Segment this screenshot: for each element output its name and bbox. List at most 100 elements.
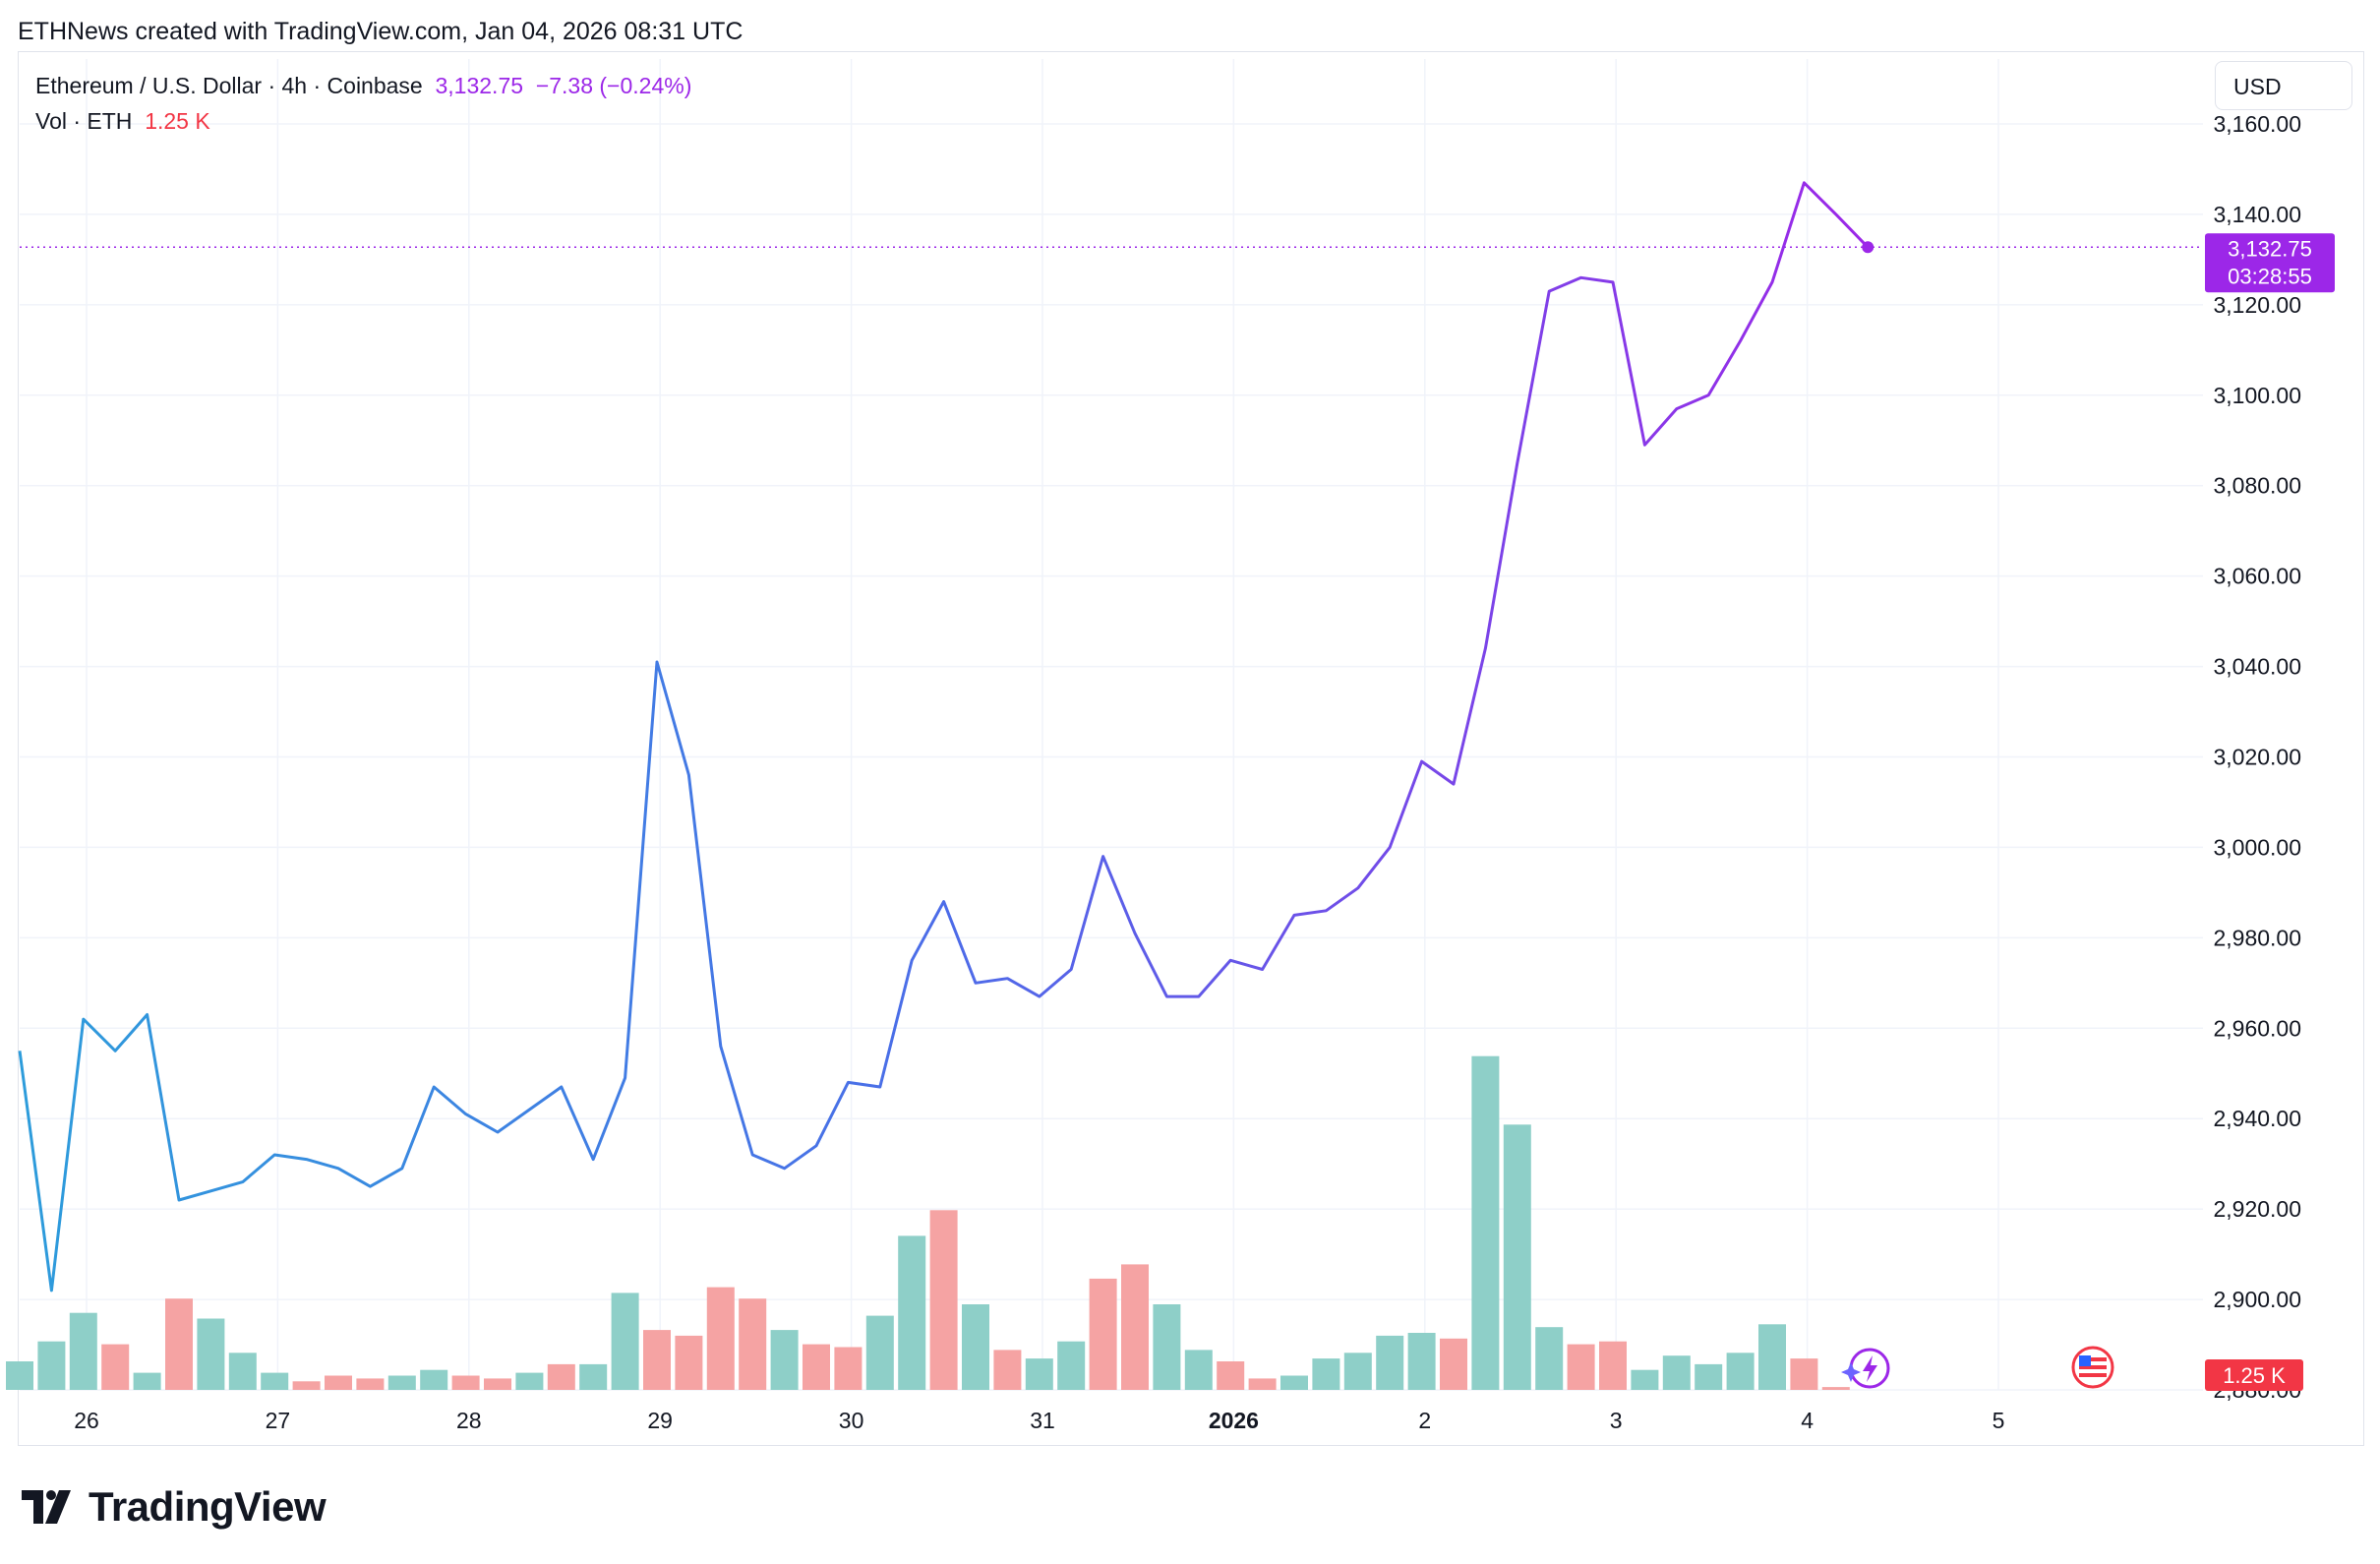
volume-bar: [834, 1347, 863, 1390]
time-axis: 26 27 28 29 30 31 2026 2 3 4 5: [74, 1408, 2004, 1433]
x-tick-label: 2026: [1209, 1408, 1259, 1433]
volume-bar: [197, 1318, 225, 1390]
x-tick-label: 31: [1030, 1408, 1055, 1433]
volume-bar: [451, 1375, 480, 1390]
x-tick-label: 26: [74, 1408, 99, 1433]
volume-bar: [803, 1344, 830, 1390]
volume-bar: [1821, 1387, 1850, 1390]
chart-frame: [18, 51, 2364, 1446]
y-tick-label: 3,140.00: [2213, 202, 2301, 227]
y-tick-label: 2,940.00: [2213, 1106, 2301, 1131]
volume-bars: [6, 1055, 1850, 1390]
volume-bar: [484, 1378, 511, 1390]
x-tick-label: 5: [1993, 1408, 2005, 1433]
volume-bar: [1567, 1344, 1595, 1390]
volume-bar: [865, 1315, 894, 1390]
volume-bar: [228, 1353, 257, 1390]
volume-bar: [133, 1372, 161, 1390]
volume-bar: [1153, 1304, 1181, 1390]
x-tick-label: 30: [839, 1408, 864, 1433]
volume-bar: [1376, 1335, 1404, 1390]
volume-bar: [1312, 1358, 1340, 1390]
volume-bar: [1089, 1278, 1117, 1390]
volume-bar: [1662, 1355, 1691, 1390]
volume-legend-label[interactable]: Vol · ETH: [35, 108, 133, 134]
x-tick-label: 29: [647, 1408, 673, 1433]
symbol-legend: Ethereum / U.S. Dollar · 4h · Coinbase 3…: [35, 73, 691, 99]
last-price: 3,132.75: [435, 73, 524, 98]
volume-bar: [1280, 1375, 1308, 1390]
volume-legend-value: 1.25 K: [145, 108, 210, 134]
x-tick-label: 27: [266, 1408, 291, 1433]
volume-bar: [515, 1372, 544, 1390]
volume-bar: [1248, 1378, 1277, 1390]
price-axis: 3,160.00 3,140.00 3,120.00 3,100.00 3,080.00…: [2213, 111, 2301, 1403]
volume-bar: [579, 1363, 608, 1390]
volume-bar: [643, 1330, 671, 1390]
x-tick-label: 4: [1801, 1408, 1814, 1433]
x-tick-label: 3: [1610, 1408, 1623, 1433]
volume-bar: [1471, 1055, 1500, 1390]
volume-bar: [1440, 1338, 1467, 1390]
y-tick-label: 3,160.00: [2213, 111, 2301, 137]
volume-bar: [37, 1341, 66, 1390]
y-tick-label: 3,000.00: [2213, 834, 2301, 860]
y-tick-label: 3,040.00: [2213, 654, 2301, 680]
y-tick-label: 3,060.00: [2213, 564, 2301, 589]
volume-bar: [739, 1298, 767, 1390]
volume-bar: [1057, 1341, 1086, 1390]
symbol-description[interactable]: Ethereum / U.S. Dollar · 4h · Coinbase: [35, 73, 423, 98]
y-tick-label: 3,100.00: [2213, 383, 2301, 408]
volume-bar: [1503, 1124, 1531, 1390]
volume-bar: [69, 1312, 97, 1390]
y-tick-label: 2,920.00: [2213, 1196, 2301, 1222]
last-volume-tag: 1.25 K: [2205, 1359, 2303, 1391]
volume-bar: [929, 1210, 958, 1390]
y-tick-label: 2,900.00: [2213, 1287, 2301, 1312]
volume-legend: Vol · ETH 1.25 K: [35, 108, 210, 135]
x-tick-label: 2: [1418, 1408, 1431, 1433]
volume-bar: [325, 1375, 352, 1390]
volume-bar: [1695, 1363, 1723, 1390]
volume-bar: [261, 1372, 289, 1390]
countdown-label: 03:28:55: [2228, 264, 2312, 288]
volume-bar: [101, 1344, 130, 1390]
tradingview-logo[interactable]: TradingView: [22, 1483, 327, 1531]
y-tick-label: 2,960.00: [2213, 1015, 2301, 1041]
y-tick-label: 2,980.00: [2213, 925, 2301, 950]
last-price-dot: [1862, 241, 1874, 254]
volume-bar: [962, 1304, 989, 1390]
volume-bar: [420, 1369, 448, 1390]
last-volume-label: 1.25 K: [2223, 1363, 2286, 1388]
volume-bar: [1343, 1353, 1372, 1390]
volume-bar: [1758, 1324, 1786, 1390]
volume-bar: [993, 1350, 1022, 1390]
currency-selector[interactable]: USD: [2215, 61, 2352, 110]
y-tick-label: 3,080.00: [2213, 473, 2301, 499]
volume-bar: [675, 1335, 703, 1390]
volume-bar: [387, 1375, 416, 1390]
price-series-line: [18, 181, 1870, 1293]
volume-bar: [1025, 1358, 1053, 1390]
volume-bar: [706, 1287, 735, 1390]
tradingview-logo-icon: [22, 1490, 71, 1524]
last-price-tag: 3,132.75 03:28:55: [2205, 233, 2335, 293]
volume-bar: [898, 1235, 926, 1390]
volume-bar: [1535, 1327, 1564, 1390]
volume-bar: [1217, 1361, 1245, 1390]
volume-bar: [547, 1363, 575, 1390]
price-change: −7.38 (−0.24%): [535, 73, 692, 98]
grid-lines: [20, 59, 2203, 1391]
last-price-label: 3,132.75: [2228, 236, 2312, 261]
volume-bar: [611, 1293, 639, 1390]
volume-bar: [6, 1361, 33, 1390]
volume-bar: [1631, 1369, 1659, 1390]
volume-bar: [1184, 1350, 1213, 1390]
us-flag-icon[interactable]: [2071, 1346, 2114, 1389]
lightning-icon[interactable]: [1841, 1348, 1890, 1389]
volume-bar: [770, 1330, 799, 1390]
tradingview-brand-text: TradingView: [89, 1483, 327, 1530]
volume-bar: [292, 1381, 321, 1390]
volume-bar: [1790, 1358, 1818, 1390]
